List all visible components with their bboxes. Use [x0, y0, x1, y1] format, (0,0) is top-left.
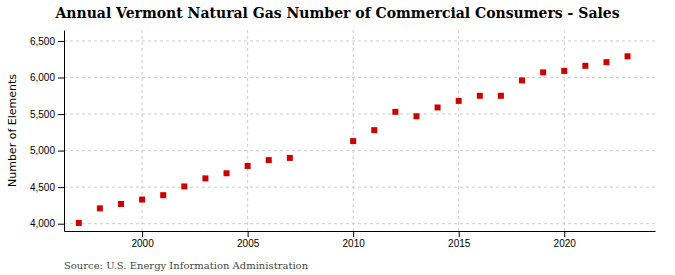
- point: [603, 59, 609, 65]
- y-axis-title: Number of Elements: [6, 74, 19, 187]
- point: [413, 113, 419, 119]
- axis-line: [65, 231, 656, 232]
- tick: 6,500: [30, 36, 64, 47]
- point: [287, 155, 293, 161]
- tick-mark: [58, 224, 64, 225]
- point: [76, 220, 82, 226]
- point: [392, 109, 398, 115]
- chart: 2000 2005 2010 2015 2020 4,000 4,500 5,000 5,500…: [0, 0, 675, 275]
- tick-label: 2020: [554, 238, 577, 249]
- point: [160, 192, 166, 198]
- grid: [64, 30, 655, 231]
- axis-line: [64, 31, 65, 232]
- tick-mark: [58, 114, 64, 115]
- tick: 2005: [237, 231, 260, 249]
- tick-label: 5,000: [30, 145, 55, 156]
- tick-mark: [353, 231, 354, 237]
- grid-line: [247, 30, 248, 231]
- tick-mark: [142, 231, 143, 237]
- tick-label: 2010: [343, 238, 366, 249]
- tick-mark: [58, 78, 64, 79]
- point: [435, 104, 441, 110]
- tick-label: 2000: [131, 238, 154, 249]
- grid-line: [64, 223, 655, 224]
- point: [371, 127, 377, 133]
- plot-area: [76, 53, 631, 226]
- point: [97, 205, 103, 211]
- tick-label: 6,000: [30, 72, 55, 83]
- grid-line: [64, 187, 655, 188]
- tick-mark: [248, 231, 249, 237]
- tick-mark: [58, 41, 64, 42]
- point: [139, 197, 145, 203]
- tick-mark: [459, 231, 460, 237]
- point: [224, 170, 230, 176]
- point: [118, 201, 124, 207]
- point: [498, 93, 504, 99]
- tick: 2015: [448, 231, 471, 249]
- tick-mark: [58, 151, 64, 152]
- tick-label: 4,500: [30, 182, 55, 193]
- tick: 2020: [554, 231, 577, 249]
- tick-label: 4,000: [30, 218, 55, 229]
- point: [582, 63, 588, 69]
- tick-label: 2015: [448, 238, 471, 249]
- tick: 5,500: [30, 109, 64, 120]
- grid-line: [64, 40, 655, 41]
- point: [245, 163, 251, 169]
- y-axis: 4,000 4,500 5,000 5,500 6,000 6,500: [30, 31, 65, 232]
- point: [202, 175, 208, 181]
- tick: 4,000: [30, 218, 64, 229]
- grid-line: [458, 30, 459, 231]
- x-axis: 2000 2005 2010 2015 2020: [65, 231, 656, 249]
- tick: 6,000: [30, 72, 64, 83]
- point: [181, 183, 187, 189]
- title: Annual Vermont Natural Gas Number of Com…: [54, 5, 619, 21]
- tick: 5,000: [30, 145, 64, 156]
- tick: 2010: [343, 231, 366, 249]
- tick-mark: [58, 187, 64, 188]
- point: [540, 69, 546, 75]
- grid-line: [64, 150, 655, 151]
- point: [266, 157, 272, 163]
- tick-label: 5,500: [30, 109, 55, 120]
- source-note: Source: U.S. Energy Information Administ…: [64, 260, 309, 271]
- tick-mark: [564, 231, 565, 237]
- point: [519, 77, 525, 83]
- tick: 4,500: [30, 182, 64, 193]
- grid-line: [64, 114, 655, 115]
- point: [477, 93, 483, 99]
- point: [561, 68, 567, 74]
- point: [625, 53, 631, 59]
- grid-line: [353, 30, 354, 231]
- tick-label: 6,500: [30, 36, 55, 47]
- grid-line: [64, 77, 655, 78]
- point: [456, 98, 462, 104]
- tick: 2000: [131, 231, 154, 249]
- point: [350, 138, 356, 144]
- grid-line: [564, 30, 565, 231]
- tick-label: 2005: [237, 238, 260, 249]
